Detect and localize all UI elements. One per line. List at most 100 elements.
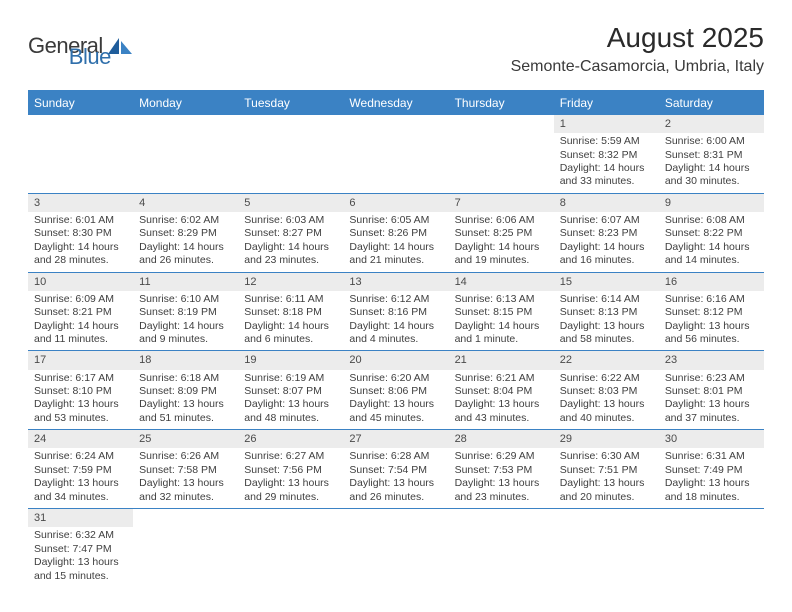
day-cell: 26Sunrise: 6:27 AMSunset: 7:56 PMDayligh… [238, 430, 343, 508]
page-header: GeneralBlue August 2025 Semonte-Casamorc… [0, 0, 792, 82]
daylight-text: Daylight: 13 hours and 48 minutes. [244, 398, 337, 425]
sunset-text: Sunset: 7:49 PM [665, 464, 758, 477]
daylight-text: Daylight: 14 hours and 4 minutes. [349, 320, 442, 347]
day-number: 13 [343, 273, 448, 291]
day-body [28, 133, 133, 139]
day-body: Sunrise: 6:01 AMSunset: 8:30 PMDaylight:… [28, 212, 133, 272]
day-number: 22 [554, 351, 659, 369]
sunrise-text: Sunrise: 6:30 AM [560, 450, 653, 463]
sunrise-text: Sunrise: 6:03 AM [244, 214, 337, 227]
week-row: 10Sunrise: 6:09 AMSunset: 8:21 PMDayligh… [28, 273, 764, 352]
sunset-text: Sunset: 7:56 PM [244, 464, 337, 477]
sunrise-text: Sunrise: 6:02 AM [139, 214, 232, 227]
sunrise-text: Sunrise: 6:24 AM [34, 450, 127, 463]
sunrise-text: Sunrise: 6:19 AM [244, 372, 337, 385]
sunset-text: Sunset: 8:09 PM [139, 385, 232, 398]
day-number: 18 [133, 351, 238, 369]
day-number: 11 [133, 273, 238, 291]
day-number: 24 [28, 430, 133, 448]
day-number: . [449, 115, 554, 133]
day-body: Sunrise: 6:00 AMSunset: 8:31 PMDaylight:… [659, 133, 764, 193]
day-cell: 1Sunrise: 5:59 AMSunset: 8:32 PMDaylight… [554, 115, 659, 193]
sunrise-text: Sunrise: 6:13 AM [455, 293, 548, 306]
day-cell: 29Sunrise: 6:30 AMSunset: 7:51 PMDayligh… [554, 430, 659, 508]
week-row: 17Sunrise: 6:17 AMSunset: 8:10 PMDayligh… [28, 351, 764, 430]
daylight-text: Daylight: 13 hours and 37 minutes. [665, 398, 758, 425]
day-body [449, 133, 554, 139]
sunset-text: Sunset: 8:19 PM [139, 306, 232, 319]
day-number: 9 [659, 194, 764, 212]
day-body: Sunrise: 6:23 AMSunset: 8:01 PMDaylight:… [659, 370, 764, 430]
sunset-text: Sunset: 8:23 PM [560, 227, 653, 240]
day-cell: 16Sunrise: 6:16 AMSunset: 8:12 PMDayligh… [659, 273, 764, 351]
day-number: . [133, 115, 238, 133]
day-cell: 23Sunrise: 6:23 AMSunset: 8:01 PMDayligh… [659, 351, 764, 429]
daylight-text: Daylight: 13 hours and 51 minutes. [139, 398, 232, 425]
day-cell: 20Sunrise: 6:20 AMSunset: 8:06 PMDayligh… [343, 351, 448, 429]
daylight-text: Daylight: 13 hours and 29 minutes. [244, 477, 337, 504]
sunset-text: Sunset: 8:13 PM [560, 306, 653, 319]
sunrise-text: Sunrise: 6:18 AM [139, 372, 232, 385]
day-cell: 5Sunrise: 6:03 AMSunset: 8:27 PMDaylight… [238, 194, 343, 272]
day-body [659, 527, 764, 533]
weekday-tuesday: Tuesday [238, 92, 343, 115]
day-number: 15 [554, 273, 659, 291]
daylight-text: Daylight: 14 hours and 19 minutes. [455, 241, 548, 268]
day-cell: 13Sunrise: 6:12 AMSunset: 8:16 PMDayligh… [343, 273, 448, 351]
daylight-text: Daylight: 13 hours and 26 minutes. [349, 477, 442, 504]
day-body [133, 133, 238, 139]
day-body [343, 133, 448, 139]
day-number: 31 [28, 509, 133, 527]
sunrise-text: Sunrise: 6:01 AM [34, 214, 127, 227]
sunrise-text: Sunrise: 6:06 AM [455, 214, 548, 227]
day-body: Sunrise: 6:03 AMSunset: 8:27 PMDaylight:… [238, 212, 343, 272]
day-body: Sunrise: 6:11 AMSunset: 8:18 PMDaylight:… [238, 291, 343, 351]
daylight-text: Daylight: 13 hours and 40 minutes. [560, 398, 653, 425]
sunset-text: Sunset: 8:03 PM [560, 385, 653, 398]
week-row: 24Sunrise: 6:24 AMSunset: 7:59 PMDayligh… [28, 430, 764, 509]
sunrise-text: Sunrise: 6:08 AM [665, 214, 758, 227]
sunrise-text: Sunrise: 6:17 AM [34, 372, 127, 385]
day-number: 2 [659, 115, 764, 133]
sunrise-text: Sunrise: 6:27 AM [244, 450, 337, 463]
daylight-text: Daylight: 13 hours and 56 minutes. [665, 320, 758, 347]
weekday-thursday: Thursday [449, 92, 554, 115]
day-cell-empty: . [343, 509, 448, 587]
sunset-text: Sunset: 8:26 PM [349, 227, 442, 240]
daylight-text: Daylight: 14 hours and 1 minute. [455, 320, 548, 347]
day-number: . [554, 509, 659, 527]
day-cell: 14Sunrise: 6:13 AMSunset: 8:15 PMDayligh… [449, 273, 554, 351]
day-body: Sunrise: 6:13 AMSunset: 8:15 PMDaylight:… [449, 291, 554, 351]
day-body: Sunrise: 6:30 AMSunset: 7:51 PMDaylight:… [554, 448, 659, 508]
day-number: 6 [343, 194, 448, 212]
day-body: Sunrise: 6:16 AMSunset: 8:12 PMDaylight:… [659, 291, 764, 351]
day-number: 1 [554, 115, 659, 133]
day-cell-empty: . [343, 115, 448, 193]
day-cell: 27Sunrise: 6:28 AMSunset: 7:54 PMDayligh… [343, 430, 448, 508]
sunset-text: Sunset: 8:30 PM [34, 227, 127, 240]
sunset-text: Sunset: 8:22 PM [665, 227, 758, 240]
location-subtitle: Semonte-Casamorcia, Umbria, Italy [511, 58, 764, 76]
day-number: 16 [659, 273, 764, 291]
day-cell: 10Sunrise: 6:09 AMSunset: 8:21 PMDayligh… [28, 273, 133, 351]
daylight-text: Daylight: 14 hours and 14 minutes. [665, 241, 758, 268]
sunset-text: Sunset: 7:54 PM [349, 464, 442, 477]
day-body [238, 133, 343, 139]
sunset-text: Sunset: 8:16 PM [349, 306, 442, 319]
logo: GeneralBlue [28, 22, 138, 70]
day-cell-empty: . [659, 509, 764, 587]
title-block: August 2025 Semonte-Casamorcia, Umbria, … [511, 22, 764, 76]
day-number: 12 [238, 273, 343, 291]
sunrise-text: Sunrise: 6:14 AM [560, 293, 653, 306]
day-cell: 22Sunrise: 6:22 AMSunset: 8:03 PMDayligh… [554, 351, 659, 429]
day-number: 29 [554, 430, 659, 448]
day-body: Sunrise: 6:27 AMSunset: 7:56 PMDaylight:… [238, 448, 343, 508]
day-number: 30 [659, 430, 764, 448]
day-body: Sunrise: 6:05 AMSunset: 8:26 PMDaylight:… [343, 212, 448, 272]
sunrise-text: Sunrise: 5:59 AM [560, 135, 653, 148]
weekday-wednesday: Wednesday [343, 92, 448, 115]
day-cell: 25Sunrise: 6:26 AMSunset: 7:58 PMDayligh… [133, 430, 238, 508]
day-body: Sunrise: 6:14 AMSunset: 8:13 PMDaylight:… [554, 291, 659, 351]
sunrise-text: Sunrise: 6:32 AM [34, 529, 127, 542]
day-body: Sunrise: 6:10 AMSunset: 8:19 PMDaylight:… [133, 291, 238, 351]
